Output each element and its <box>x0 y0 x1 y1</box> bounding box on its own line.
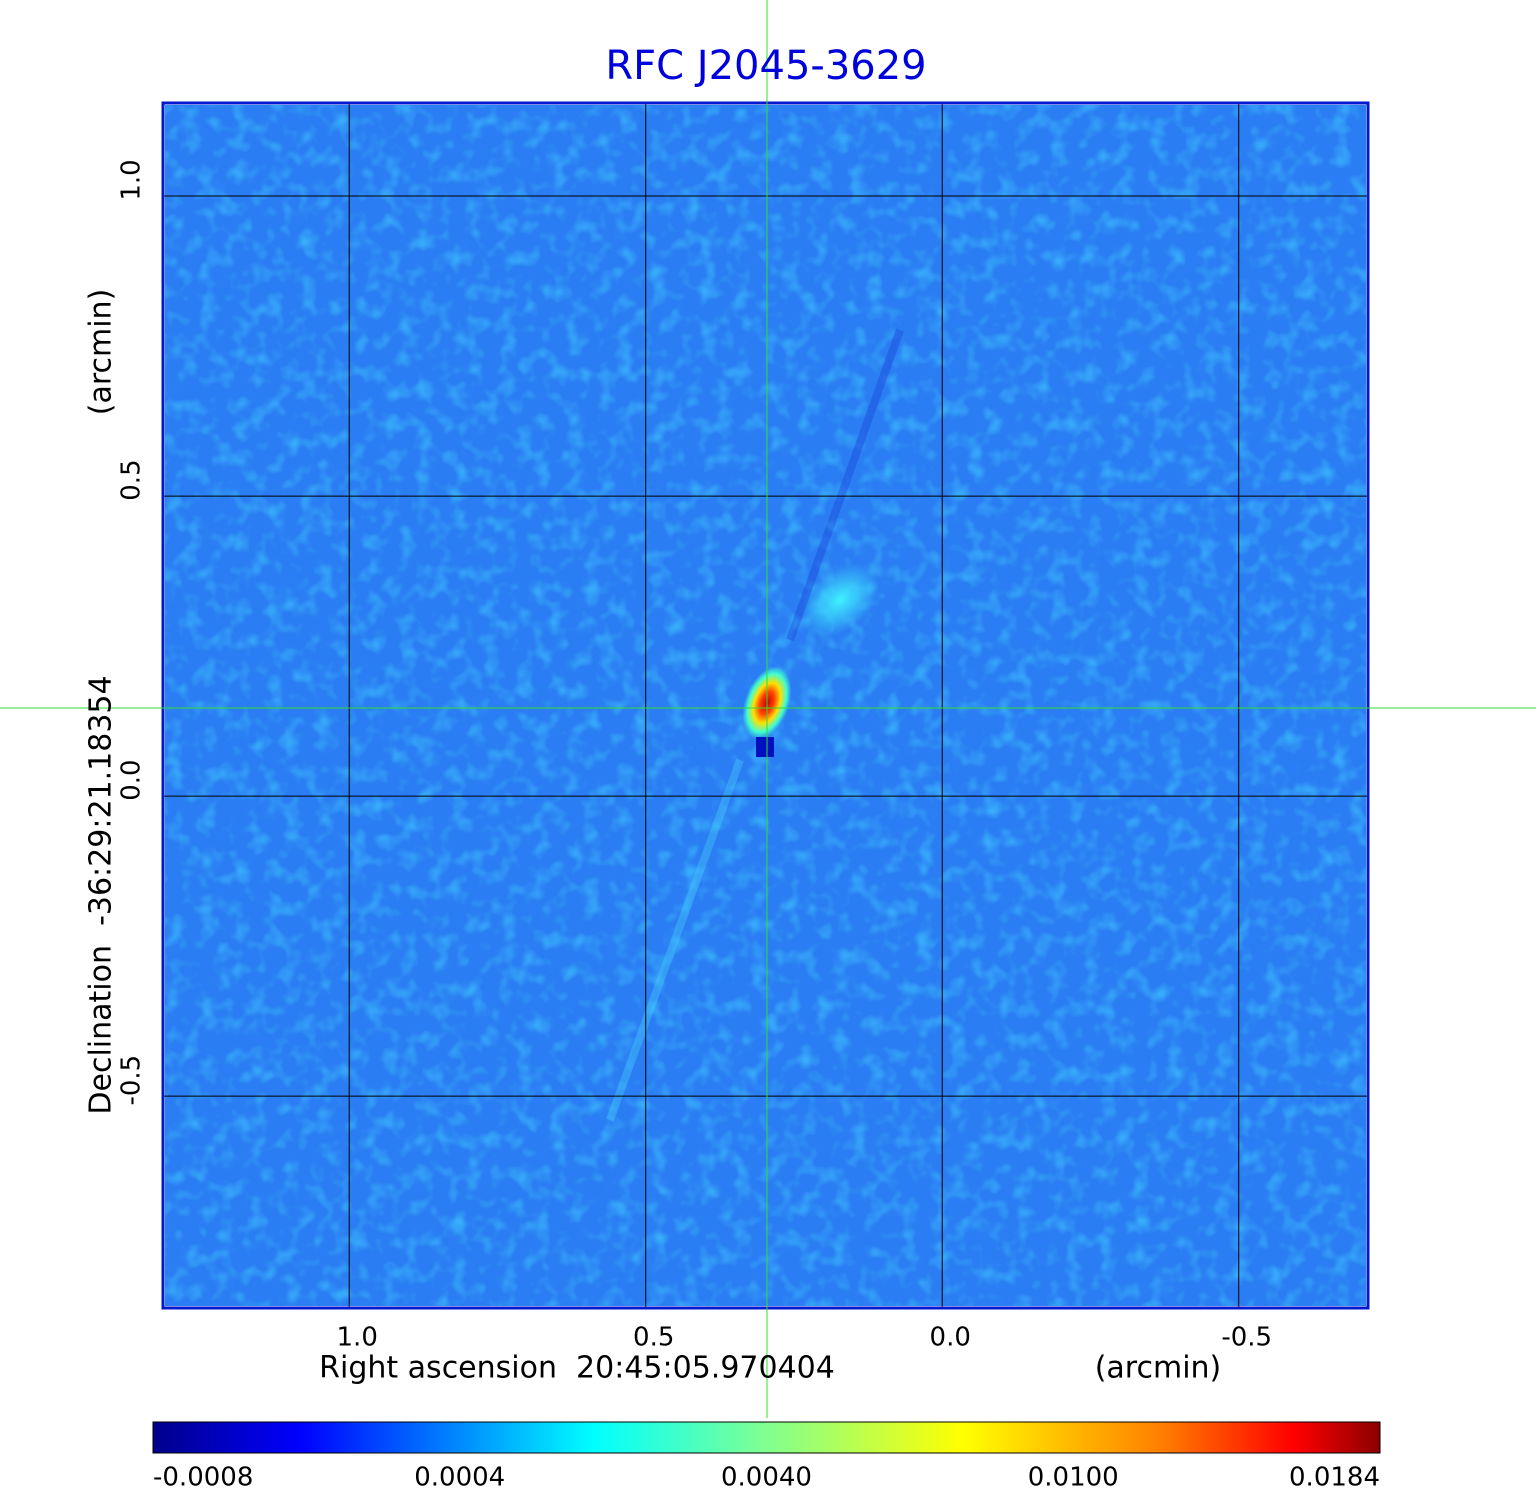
colorbar-tick-label: 0.0100 <box>1028 1463 1119 1493</box>
y-axis-unit: (arcmin) <box>84 289 119 416</box>
sidelobe <box>606 758 744 1122</box>
y-tick-label: 0.0 <box>117 759 147 800</box>
image <box>165 105 1366 1306</box>
y-tick-label: 1.0 <box>117 159 147 200</box>
colorbar-tick-label: 0.0184 <box>1289 1463 1380 1493</box>
jet-blob <box>800 563 880 637</box>
grid <box>163 103 1368 1308</box>
x-axis-label: Right ascension 20:45:05.970404 <box>319 1351 835 1386</box>
x-tick-label: 1.0 <box>337 1323 378 1353</box>
colorbar-tick-label: 0.0040 <box>721 1463 812 1493</box>
plot-frame <box>161 101 1370 1310</box>
y-axis-label: Declination -36:29:21.18354 <box>84 675 119 1114</box>
chart-title: RFC J2045-3629 <box>605 43 926 89</box>
x-tick-label: -0.5 <box>1221 1323 1272 1353</box>
sidelobe <box>786 328 904 642</box>
colorbar-tick-label: 0.0004 <box>414 1463 505 1493</box>
x-axis-unit: (arcmin) <box>1095 1351 1222 1386</box>
colorbar <box>152 1421 1381 1454</box>
x-tick-label: 0.0 <box>930 1323 971 1353</box>
x-tick-label: 0.5 <box>633 1323 674 1353</box>
y-tick-label: 0.5 <box>117 459 147 500</box>
colorbar-tick-label: -0.0008 <box>153 1463 253 1493</box>
y-tick-label: -0.5 <box>117 1055 147 1106</box>
negative-pixel <box>756 737 774 757</box>
